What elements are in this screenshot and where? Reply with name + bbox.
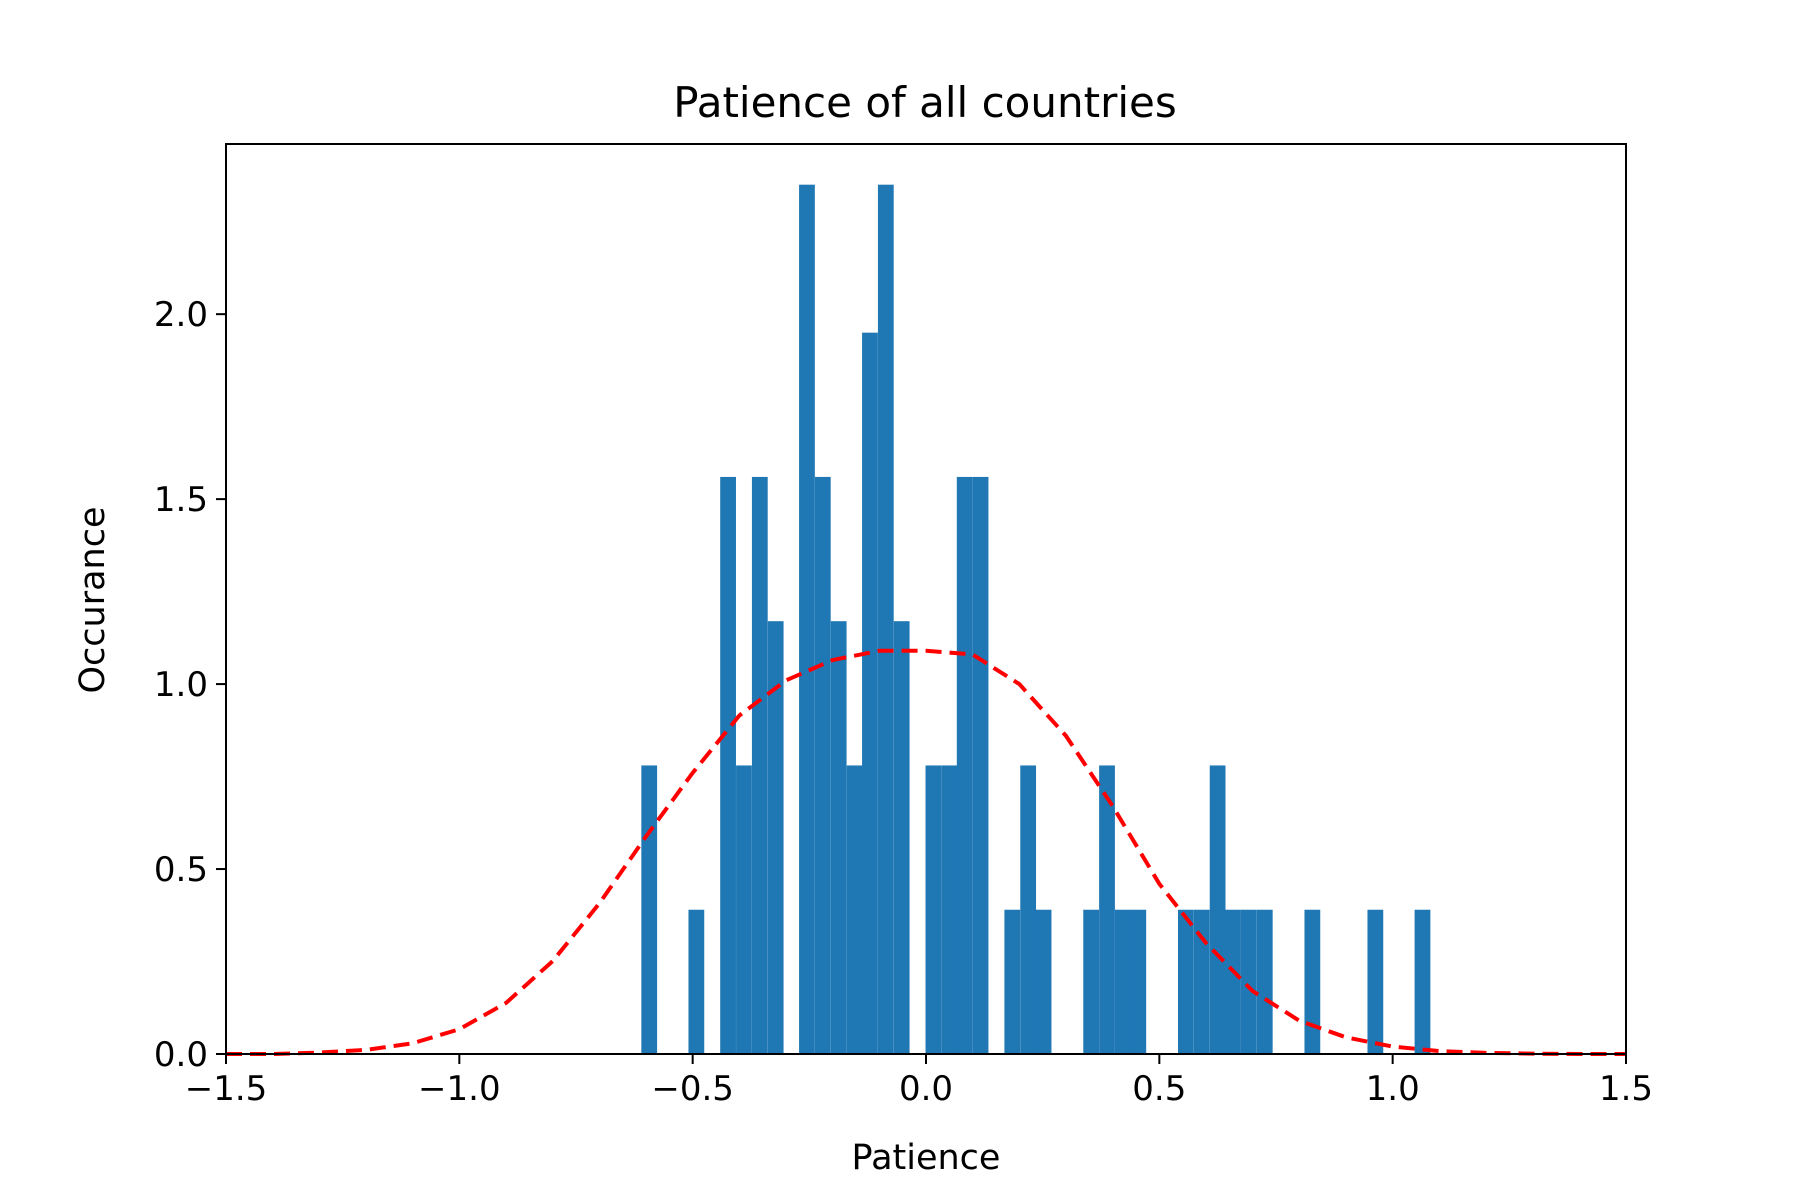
histogram-bar-24 <box>1178 909 1194 1054</box>
histogram-bar-25 <box>1193 909 1210 1054</box>
y-tick-label-3: 1.5 <box>154 480 208 520</box>
x-tick-label-0: −1.5 <box>185 1069 268 1109</box>
histogram-bar-0 <box>641 765 658 1054</box>
histogram-bar-11 <box>877 184 894 1054</box>
histogram-bar-22 <box>1115 909 1131 1054</box>
histogram-bar-7 <box>814 476 831 1054</box>
y-tick-label-2: 1.0 <box>154 665 208 705</box>
chart-title: Patience of all countries <box>673 78 1176 127</box>
x-tick-label-5: 1.0 <box>1366 1069 1420 1109</box>
y-tick-label-1: 0.5 <box>154 850 208 890</box>
histogram-bar-23 <box>1130 909 1147 1054</box>
x-axis-ticks: −1.5 −1.0 −0.5 0.0 0.5 1.0 1.5 <box>185 1054 1653 1109</box>
x-axis-label: Patience <box>852 1138 1001 1178</box>
histogram-bar-5 <box>767 621 784 1054</box>
histogram-bars <box>641 184 1431 1054</box>
histogram-bar-6 <box>799 184 815 1054</box>
histogram-bar-20 <box>1083 909 1100 1054</box>
histogram-bar-14 <box>941 765 958 1054</box>
y-axis-label: Occurance <box>73 506 113 693</box>
x-tick-label-1: −1.0 <box>418 1069 501 1109</box>
histogram-bar-10 <box>862 332 878 1054</box>
histogram-bar-21 <box>1099 765 1115 1054</box>
x-tick-label-3: 0.0 <box>899 1069 953 1109</box>
histogram-bar-27 <box>1225 909 1241 1054</box>
x-tick-label-2: −0.5 <box>651 1069 734 1109</box>
histogram-bar-16 <box>972 476 989 1054</box>
histogram-bar-8 <box>830 621 847 1054</box>
histogram-bar-2 <box>720 476 736 1054</box>
histogram-bar-31 <box>1367 909 1384 1054</box>
histogram-bar-4 <box>751 476 768 1054</box>
y-tick-label-4: 2.0 <box>154 295 208 335</box>
histogram-bar-18 <box>1020 765 1037 1054</box>
histogram-bar-29 <box>1256 909 1273 1054</box>
histogram-bar-9 <box>846 765 863 1054</box>
histogram-bar-1 <box>688 909 705 1054</box>
x-tick-label-4: 0.5 <box>1132 1069 1186 1109</box>
histogram-bar-15 <box>956 476 973 1054</box>
y-tick-label-0: 0.0 <box>154 1035 208 1075</box>
histogram-bar-13 <box>925 765 942 1054</box>
histogram-bar-17 <box>1004 909 1021 1054</box>
normal-fit-curve <box>226 648 1626 1056</box>
y-axis-ticks: 0.0 0.5 1.0 1.5 2.0 <box>154 295 226 1075</box>
x-tick-label-6: 1.5 <box>1599 1069 1653 1109</box>
histogram-bar-28 <box>1241 909 1257 1054</box>
histogram-bar-19 <box>1035 909 1052 1054</box>
histogram-bar-30 <box>1304 909 1321 1054</box>
histogram-bar-26 <box>1209 765 1226 1054</box>
histogram-bar-12 <box>893 621 910 1054</box>
histogram-bar-3 <box>736 765 752 1054</box>
histogram-bar-32 <box>1414 909 1431 1054</box>
